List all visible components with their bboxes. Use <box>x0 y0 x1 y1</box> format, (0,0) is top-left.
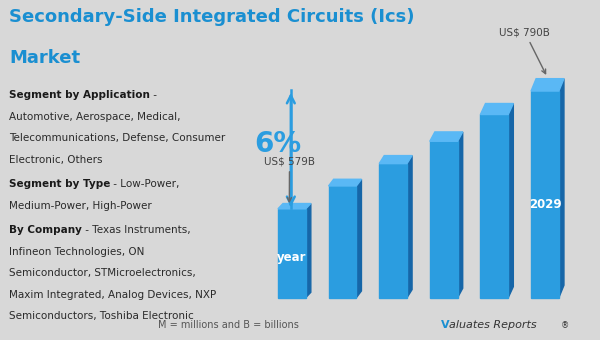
Polygon shape <box>306 204 311 298</box>
Text: Electronic, Others: Electronic, Others <box>9 155 103 165</box>
Text: - Texas Instruments,: - Texas Instruments, <box>82 225 191 235</box>
Polygon shape <box>356 179 361 298</box>
Polygon shape <box>278 204 311 209</box>
Text: By Company: By Company <box>9 225 82 235</box>
Text: US$ 579B: US$ 579B <box>264 156 315 202</box>
Polygon shape <box>329 179 361 186</box>
Text: V: V <box>441 320 449 330</box>
Text: - Low-Power,: - Low-Power, <box>110 179 180 189</box>
Text: Maxim Integrated, Analog Devices, NXP: Maxim Integrated, Analog Devices, NXP <box>9 290 216 300</box>
Text: 2029: 2029 <box>529 198 561 211</box>
Text: Segment by Application: Segment by Application <box>9 90 150 100</box>
Text: year: year <box>277 251 307 264</box>
Text: Market: Market <box>9 49 80 67</box>
Polygon shape <box>531 79 564 91</box>
Bar <box>481 115 508 298</box>
Text: -: - <box>150 90 157 100</box>
Bar <box>278 209 306 298</box>
Text: M = millions and B = billions: M = millions and B = billions <box>158 320 298 330</box>
Bar <box>379 164 407 298</box>
Bar <box>430 141 458 298</box>
Bar <box>329 186 356 298</box>
Polygon shape <box>481 103 514 115</box>
Text: Secondary-Side Integrated Circuits (Ics): Secondary-Side Integrated Circuits (Ics) <box>9 8 415 27</box>
Polygon shape <box>508 103 514 298</box>
Polygon shape <box>458 132 463 298</box>
Text: US$ 790B: US$ 790B <box>499 27 550 74</box>
Bar <box>531 91 559 298</box>
Text: Automotive, Aerospace, Medical,: Automotive, Aerospace, Medical, <box>9 112 181 122</box>
Text: ....: .... <box>9 333 23 340</box>
Text: Telecommunications, Defense, Consumer: Telecommunications, Defense, Consumer <box>9 133 225 143</box>
Text: 6%: 6% <box>254 130 302 158</box>
Text: Medium-Power, High-Power: Medium-Power, High-Power <box>9 201 152 211</box>
Polygon shape <box>430 132 463 141</box>
Text: Semiconductors, Toshiba Electronic: Semiconductors, Toshiba Electronic <box>9 311 194 321</box>
Polygon shape <box>559 79 564 298</box>
Text: aluates Reports: aluates Reports <box>449 320 536 330</box>
Text: Segment by Type: Segment by Type <box>9 179 110 189</box>
Text: Semiconductor, STMicroelectronics,: Semiconductor, STMicroelectronics, <box>9 268 196 278</box>
Polygon shape <box>407 156 412 298</box>
Text: Infineon Technologies, ON: Infineon Technologies, ON <box>9 247 145 257</box>
Text: ®: ® <box>561 321 569 330</box>
Polygon shape <box>379 156 412 164</box>
